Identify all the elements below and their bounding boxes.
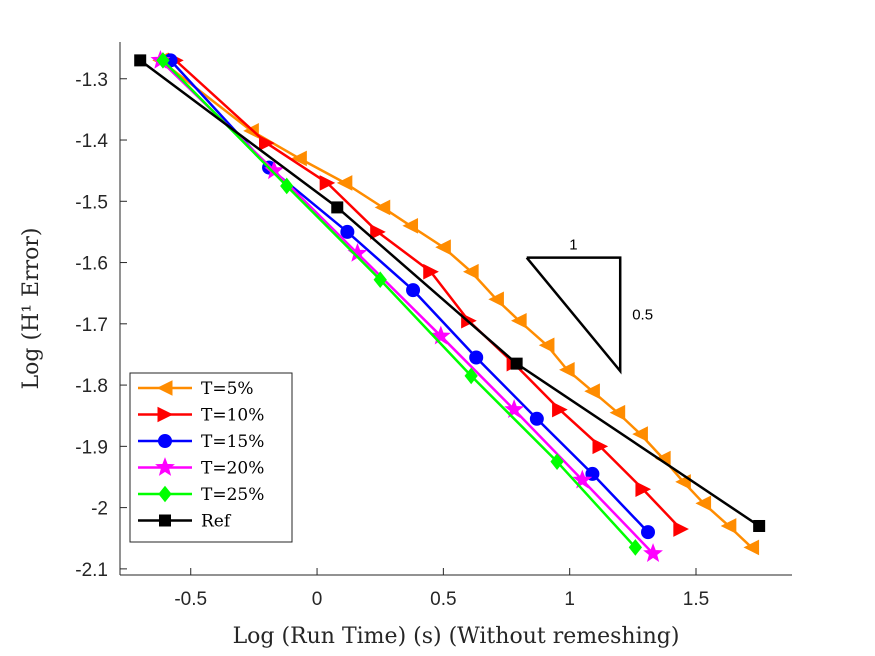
legend-marker bbox=[158, 485, 172, 503]
data-point-t-25 bbox=[280, 177, 294, 195]
data-point-t-5 bbox=[435, 239, 451, 256]
y-tick-label: -1.7 bbox=[75, 315, 108, 336]
data-point-t-15 bbox=[529, 411, 544, 426]
data-point-t-5 bbox=[584, 383, 600, 400]
data-point-t-15 bbox=[641, 525, 655, 540]
data-point-t-20 bbox=[430, 325, 451, 345]
data-point-t-10 bbox=[259, 135, 275, 151]
y-tick-label: -1.6 bbox=[75, 254, 108, 275]
x-axis-label: Log (Run Time) (s) (Without remeshing) bbox=[233, 624, 680, 649]
data-point-t-10 bbox=[592, 438, 609, 455]
y-tick-label: -1.8 bbox=[75, 376, 108, 397]
legend-entry-t-10: T=10% bbox=[138, 406, 264, 426]
data-point-t-15 bbox=[340, 224, 355, 239]
data-point-t-25 bbox=[156, 52, 170, 69]
series-line-ref bbox=[139, 59, 760, 528]
data-point-t-10 bbox=[370, 224, 386, 240]
legend-marker bbox=[155, 457, 175, 476]
data-point-t-20 bbox=[572, 469, 593, 489]
x-tick-label: 1 bbox=[564, 589, 575, 610]
y-tick-label: -2.1 bbox=[75, 560, 108, 581]
data-point-t-25 bbox=[550, 453, 564, 470]
data-point-t-5 bbox=[463, 263, 479, 280]
legend-entry-t-20: T=20% bbox=[138, 457, 264, 479]
y-tick-label: -1.9 bbox=[75, 437, 108, 458]
y-axis-label: Log (H¹ Error) bbox=[19, 228, 44, 390]
data-point-t-20 bbox=[643, 543, 663, 562]
data-point-t-5 bbox=[632, 426, 648, 442]
data-point-t-20 bbox=[504, 399, 525, 419]
legend-label: T=5% bbox=[201, 379, 254, 399]
data-point-t-5 bbox=[402, 217, 419, 234]
series-ref bbox=[134, 54, 766, 532]
data-point-t-10 bbox=[673, 521, 689, 537]
data-point-t-10 bbox=[552, 401, 568, 418]
data-point-ref bbox=[510, 357, 523, 370]
y-tick-label: -2 bbox=[91, 499, 108, 520]
legend-label: T=20% bbox=[201, 459, 264, 479]
data-point-t-5 bbox=[291, 150, 307, 167]
legend-entry-t-15: T=15% bbox=[138, 432, 264, 452]
legend-marker bbox=[158, 434, 172, 448]
slope-run-label: 1 bbox=[569, 237, 577, 254]
legend-entry-t-5: T=5% bbox=[138, 379, 254, 399]
data-point-ref bbox=[331, 201, 344, 214]
legend-entry-t-25: T=25% bbox=[138, 485, 264, 505]
x-tick-label: -0.5 bbox=[174, 589, 207, 610]
series-t-25 bbox=[156, 52, 643, 556]
y-ticks: -1.3 -1.4 -1.5 -1.6 -1.7 -1.8 -1.9 -2 -2.1 bbox=[75, 70, 127, 581]
y-tick-label: -1.3 bbox=[75, 70, 108, 91]
slope-triangle-shape bbox=[525, 256, 622, 375]
data-point-t-10 bbox=[319, 175, 336, 191]
x-tick-label: 0 bbox=[312, 589, 323, 610]
data-point-t-5 bbox=[743, 539, 760, 556]
legend-label: T=25% bbox=[201, 485, 264, 505]
data-point-t-5 bbox=[695, 495, 712, 512]
x-ticks: -0.5 0 0.5 1 1.5 bbox=[174, 568, 709, 610]
data-point-t-10 bbox=[635, 481, 652, 498]
data-point-t-5 bbox=[538, 337, 555, 354]
data-point-t-25 bbox=[628, 539, 643, 556]
data-point-t-15 bbox=[406, 283, 421, 298]
y-tick-label: -1.5 bbox=[75, 192, 108, 213]
slope-triangle: 1 0.5 bbox=[525, 237, 653, 375]
data-point-ref bbox=[753, 519, 766, 532]
series bbox=[134, 49, 766, 562]
data-point-t-5 bbox=[720, 518, 737, 534]
legend-label: T=10% bbox=[201, 406, 264, 426]
legend-marker bbox=[159, 514, 171, 527]
legend-box bbox=[129, 372, 293, 543]
data-point-t-5 bbox=[559, 361, 575, 378]
data-point-t-25 bbox=[373, 271, 387, 289]
data-point-t-15 bbox=[469, 350, 484, 365]
legend: T=5% T=10% T=15% T=20% T=25% Ref bbox=[129, 372, 293, 543]
legend-marker bbox=[157, 406, 174, 423]
axes bbox=[119, 42, 792, 576]
data-point-t-5 bbox=[511, 312, 527, 329]
data-point-t-5 bbox=[609, 404, 626, 421]
data-point-t-25 bbox=[464, 367, 478, 385]
legend-entry-ref: Ref bbox=[138, 512, 232, 532]
data-point-t-10 bbox=[423, 263, 439, 280]
x-tick-label: 0.5 bbox=[430, 589, 456, 610]
x-tick-label: 1.5 bbox=[683, 589, 709, 610]
y-tick-label: -1.4 bbox=[75, 131, 108, 152]
data-point-ref bbox=[134, 54, 147, 67]
data-point-t-5 bbox=[336, 175, 353, 191]
data-point-t-5 bbox=[488, 291, 504, 308]
legend-label: T=15% bbox=[201, 432, 264, 452]
slope-rise-label: 0.5 bbox=[632, 306, 653, 323]
legend-label: Ref bbox=[201, 512, 232, 532]
data-point-t-5 bbox=[374, 199, 391, 216]
legend-marker bbox=[156, 380, 173, 396]
series-line-t-25 bbox=[162, 59, 637, 549]
